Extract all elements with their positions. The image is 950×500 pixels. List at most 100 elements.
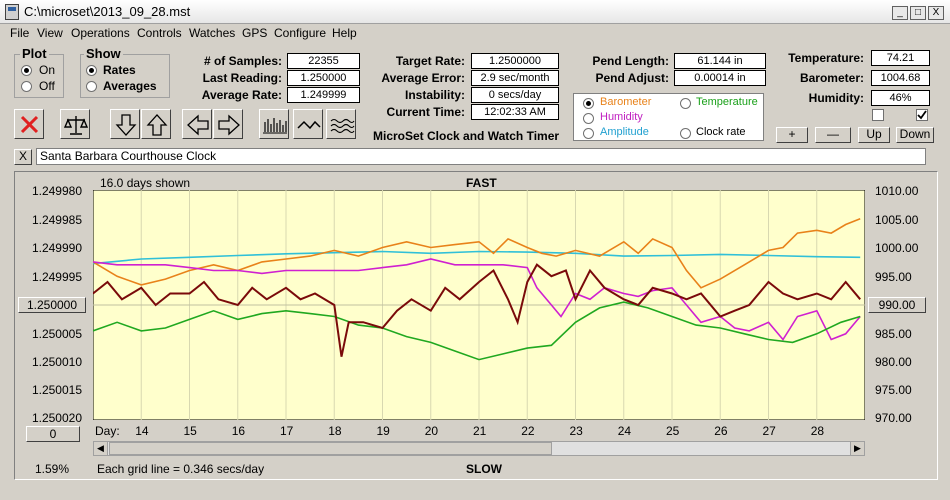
show-group <box>80 54 170 98</box>
overlay-series-line-1 <box>93 218 861 289</box>
last-reading-label: Last Reading: <box>202 71 282 85</box>
grid-note: Each grid line = 0.346 secs/day <box>97 462 265 476</box>
stop-icon[interactable] <box>14 109 44 139</box>
slow-label: SLOW <box>466 462 502 476</box>
balance-scale-icon[interactable] <box>60 109 90 139</box>
option-checkbox-2[interactable] <box>916 109 928 121</box>
arrow-up-icon[interactable] <box>141 109 171 139</box>
menu-configure[interactable]: Configure <box>274 26 327 40</box>
day-tick-label: 18 <box>328 424 342 438</box>
up-button[interactable]: Up <box>858 127 890 143</box>
menu-gps[interactable]: GPS <box>242 26 268 40</box>
overlay-temperature-radio[interactable] <box>680 98 691 109</box>
menu-controls[interactable]: Controls <box>137 26 182 40</box>
arrow-left-icon[interactable] <box>182 109 212 139</box>
overlay-clock-rate-label: Clock rate <box>696 126 746 138</box>
plot-off-radio[interactable] <box>21 81 32 92</box>
y-right-tick: 985.00 <box>875 327 912 341</box>
histogram-icon[interactable] <box>259 109 289 139</box>
app-icon <box>5 4 19 20</box>
multi-wave-icon[interactable] <box>326 109 356 139</box>
show-group-title: Show <box>84 46 123 61</box>
overlay-clock-rate-radio[interactable] <box>680 128 691 139</box>
percent-label: 1.59% <box>35 462 70 476</box>
horizontal-scrollbar[interactable]: ◀ ▶ <box>93 441 865 456</box>
scroll-thumb[interactable] <box>109 442 552 455</box>
y-right-tick: 980.00 <box>875 355 912 369</box>
y-right-tick: 995.00 <box>875 270 912 284</box>
day-tick-label: 16 <box>231 424 246 438</box>
day-tick-label: 26 <box>714 424 728 438</box>
clock-name-close-button[interactable]: X <box>14 149 32 165</box>
overlay-amplitude-radio[interactable] <box>583 128 594 139</box>
minimize-button[interactable]: _ <box>892 6 908 20</box>
day-tick-label: 22 <box>521 424 535 438</box>
overlay-options-box: Barometer Temperature Humidity Amplitude… <box>573 93 764 141</box>
show-averages-radio[interactable] <box>86 81 97 92</box>
pend-adjust-value[interactable]: 0.00014 in <box>674 70 766 86</box>
y-left-tick: 1.250015 <box>31 383 82 397</box>
menu-file[interactable]: File <box>10 26 30 40</box>
clock-name-field[interactable]: Santa Barbara Courthouse Clock <box>36 148 926 165</box>
current-time-label: Current Time: <box>386 105 465 119</box>
day-tick-label: 19 <box>376 424 390 438</box>
day-tick-label: 17 <box>280 424 294 438</box>
target-rate-value[interactable]: 1.2500000 <box>471 53 559 69</box>
overlay-series-line-2 <box>93 258 861 341</box>
day-axis-prefix: Day: <box>95 424 120 438</box>
target-rate-label: Target Rate: <box>395 54 465 68</box>
minus-button[interactable]: — <box>815 127 851 143</box>
avg-error-value: 2.9 sec/month <box>471 70 559 86</box>
clock-rate-series-line <box>93 263 861 357</box>
overlay-barometer-radio[interactable] <box>583 98 594 109</box>
menu-operations[interactable]: Operations <box>71 26 130 40</box>
maximize-button[interactable]: □ <box>910 6 926 20</box>
pend-length-value[interactable]: 61.144 in <box>674 53 766 69</box>
plus-button[interactable]: + <box>776 127 808 143</box>
arrow-right-icon[interactable] <box>213 109 243 139</box>
plot-on-label: On <box>39 63 56 77</box>
day-tick-label: 14 <box>135 424 149 438</box>
day-tick-label: 27 <box>762 424 776 438</box>
chart-panel <box>14 171 938 480</box>
barometer-label: Barometer: <box>799 71 864 85</box>
samples-value: 22355 <box>287 53 360 69</box>
option-checkbox-1[interactable] <box>872 109 884 121</box>
y-left-tick: 1.249980 <box>31 184 82 198</box>
wave-icon[interactable] <box>293 109 323 139</box>
arrow-down-icon[interactable] <box>110 109 140 139</box>
y-right-tick: 1005.00 <box>875 213 919 227</box>
scroll-right-icon[interactable]: ▶ <box>850 442 864 455</box>
y-left-tick: 1.249985 <box>31 213 82 227</box>
overlay-series-line-3 <box>93 301 861 361</box>
y-left-tick: 1.250010 <box>31 355 82 369</box>
y-right-tick: 1000.00 <box>875 241 919 255</box>
days-shown-label: 16.0 days shown <box>100 176 191 190</box>
scroll-left-icon[interactable]: ◀ <box>94 442 108 455</box>
y-right-tick: 975.00 <box>875 383 912 397</box>
plot-off-label: Off <box>39 79 55 93</box>
plot-on-radio[interactable] <box>21 65 32 76</box>
zero-button[interactable]: 0 <box>26 426 80 442</box>
y-left-tick: 1.250005 <box>31 327 82 341</box>
down-button[interactable]: Down <box>896 127 934 143</box>
app-name: MicroSet Clock and Watch Timer <box>373 129 560 143</box>
avg-rate-label: Average Rate: <box>201 88 282 102</box>
show-rates-radio[interactable] <box>86 65 97 76</box>
right-reference-box[interactable]: 990.00 <box>868 297 926 313</box>
overlay-temperature-label: Temperature <box>696 96 758 108</box>
y-left-tick: 1.249995 <box>31 270 82 284</box>
menu-bar: File View Operations Controls Watches GP… <box>0 24 950 42</box>
menu-view[interactable]: View <box>37 26 63 40</box>
day-tick-label: 21 <box>473 424 487 438</box>
last-reading-value: 1.250000 <box>287 70 360 86</box>
menu-watches[interactable]: Watches <box>189 26 236 40</box>
rate-chart <box>93 190 865 420</box>
show-averages-label: Averages <box>103 79 157 93</box>
humidity-value: 46% <box>871 90 930 106</box>
menu-help[interactable]: Help <box>332 26 357 40</box>
left-reference-box[interactable]: 1.250000 <box>18 297 86 313</box>
close-button[interactable]: X <box>928 6 944 20</box>
overlay-barometer-label: Barometer <box>600 96 652 108</box>
overlay-humidity-radio[interactable] <box>583 113 594 124</box>
